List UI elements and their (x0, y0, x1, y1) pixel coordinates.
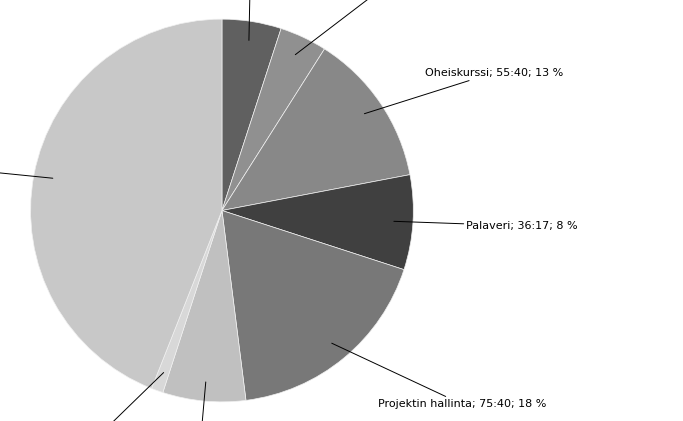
Wedge shape (222, 175, 413, 269)
Wedge shape (222, 29, 324, 210)
Wedge shape (163, 210, 246, 402)
Wedge shape (222, 49, 410, 211)
Text: Toteutus; 188:00; 44 %: Toteutus; 188:00; 44 % (0, 160, 53, 178)
Text: Testaus; 2:35; 1 %: Testaus; 2:35; 1 % (38, 373, 164, 421)
Text: Suunnittelu; 30:50; 7 %: Suunnittelu; 30:50; 7 % (133, 382, 265, 421)
Text: Esitutkimus; 21:50; 5 %: Esitutkimus; 21:50; 5 % (184, 0, 317, 40)
Text: Projektin hallinta; 75:40; 18 %: Projektin hallinta; 75:40; 18 % (332, 343, 546, 409)
Text: Palaveri; 36:17; 8 %: Palaveri; 36:17; 8 % (394, 221, 578, 231)
Wedge shape (222, 210, 404, 400)
Text: Oheiskurssi; 55:40; 13 %: Oheiskurssi; 55:40; 13 % (365, 68, 563, 114)
Wedge shape (152, 210, 222, 392)
Wedge shape (31, 19, 222, 389)
Text: Määrittely; 15:55; 4 %: Määrittely; 15:55; 4 % (295, 0, 450, 55)
Wedge shape (222, 19, 281, 210)
